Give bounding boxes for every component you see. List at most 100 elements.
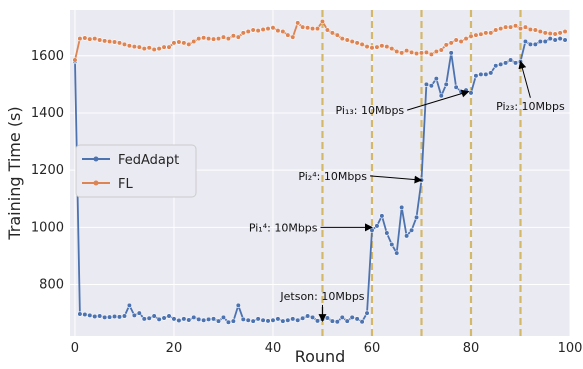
data-point (206, 316, 212, 323)
data-point (433, 48, 439, 55)
data-point (245, 28, 251, 35)
data-point (280, 28, 286, 35)
data-point (443, 42, 449, 48)
data-point (512, 23, 519, 29)
data-point (498, 25, 504, 32)
data-point (156, 46, 162, 52)
data-point (102, 314, 108, 321)
data-point (458, 38, 464, 45)
data-point (87, 36, 93, 42)
data-point (453, 84, 459, 90)
data-point (131, 312, 137, 319)
data-point (166, 313, 172, 319)
data-point (97, 37, 103, 43)
data-point (161, 315, 167, 321)
data-point (72, 57, 78, 63)
data-point (443, 81, 449, 87)
data-point (507, 24, 514, 30)
data-point (493, 63, 499, 69)
data-point (329, 30, 335, 36)
data-point (503, 24, 509, 30)
x-tick-label: 100 (558, 341, 583, 356)
data-point (82, 35, 88, 41)
data-point (235, 302, 241, 309)
data-point (404, 48, 410, 54)
y-axis-label: Training Time (s) (5, 106, 24, 240)
annotation-label: Pi₂⁴: 10Mbps (298, 170, 367, 183)
annotations: Jetson: 10Mbps Pi₁⁴: 10Mbps Pi₂⁴: 10Mbps Pi… (249, 60, 565, 323)
data-point (121, 313, 128, 319)
data-point (290, 316, 296, 322)
data-point (285, 317, 291, 323)
data-point (230, 33, 236, 39)
data-point (478, 31, 484, 37)
data-point (77, 311, 83, 317)
data-point (448, 40, 454, 46)
x-tick-label: 0 (71, 341, 79, 356)
data-point (339, 314, 345, 321)
data-point (260, 317, 266, 323)
data-point (399, 204, 405, 210)
legend-label: FL (118, 177, 133, 192)
data-point (542, 38, 548, 45)
data-point (275, 27, 281, 34)
data-point (107, 38, 113, 45)
data-point (542, 30, 548, 36)
data-point (245, 317, 251, 323)
data-point (146, 45, 152, 51)
data-point (339, 35, 345, 42)
data-point (483, 71, 489, 77)
data-point (428, 51, 434, 57)
data-point (369, 45, 375, 51)
x-tick-label: 60 (364, 341, 381, 356)
data-point (394, 250, 400, 256)
annotation-arrow (407, 89, 470, 111)
data-point (334, 319, 340, 325)
data-point (215, 318, 222, 324)
data-point (408, 227, 415, 233)
y-tick-label: 800 (39, 278, 64, 293)
data-point (374, 44, 380, 50)
data-point (557, 30, 563, 36)
data-point (240, 30, 246, 36)
data-point (547, 30, 553, 37)
data-point (166, 44, 172, 50)
data-point (438, 47, 444, 53)
data-point (532, 41, 538, 47)
data-point (413, 214, 420, 220)
data-point (399, 50, 405, 56)
x-tick-label: 40 (265, 341, 282, 356)
data-point (537, 28, 543, 35)
y-tick-label: 1600 (31, 49, 64, 64)
data-point (334, 32, 340, 38)
y-tick-label: 1000 (31, 220, 64, 235)
data-point (141, 316, 147, 322)
data-point (201, 35, 207, 41)
data-point (156, 316, 162, 323)
data-point (512, 60, 519, 66)
data-point (517, 25, 524, 32)
data-point (176, 39, 182, 45)
data-point (305, 313, 311, 319)
legend-marker (93, 180, 99, 186)
data-point (438, 93, 444, 99)
data-point (503, 60, 509, 66)
data-point (473, 73, 479, 79)
annotation-label: Jetson: 10Mbps (279, 290, 364, 303)
data-point (136, 44, 142, 50)
data-point (215, 35, 222, 42)
data-point (557, 35, 563, 42)
data-point (265, 25, 271, 32)
legend: FedAdapt FL (75, 144, 197, 198)
data-point (240, 316, 246, 323)
data-point (468, 90, 474, 96)
data-point (532, 27, 538, 33)
data-point (493, 27, 499, 33)
data-point (498, 61, 504, 67)
data-point (121, 41, 128, 47)
data-point (275, 316, 281, 322)
data-point (507, 57, 514, 63)
data-point (453, 37, 459, 43)
annotation-label: Pi₁₃: 10Mbps (336, 104, 405, 117)
